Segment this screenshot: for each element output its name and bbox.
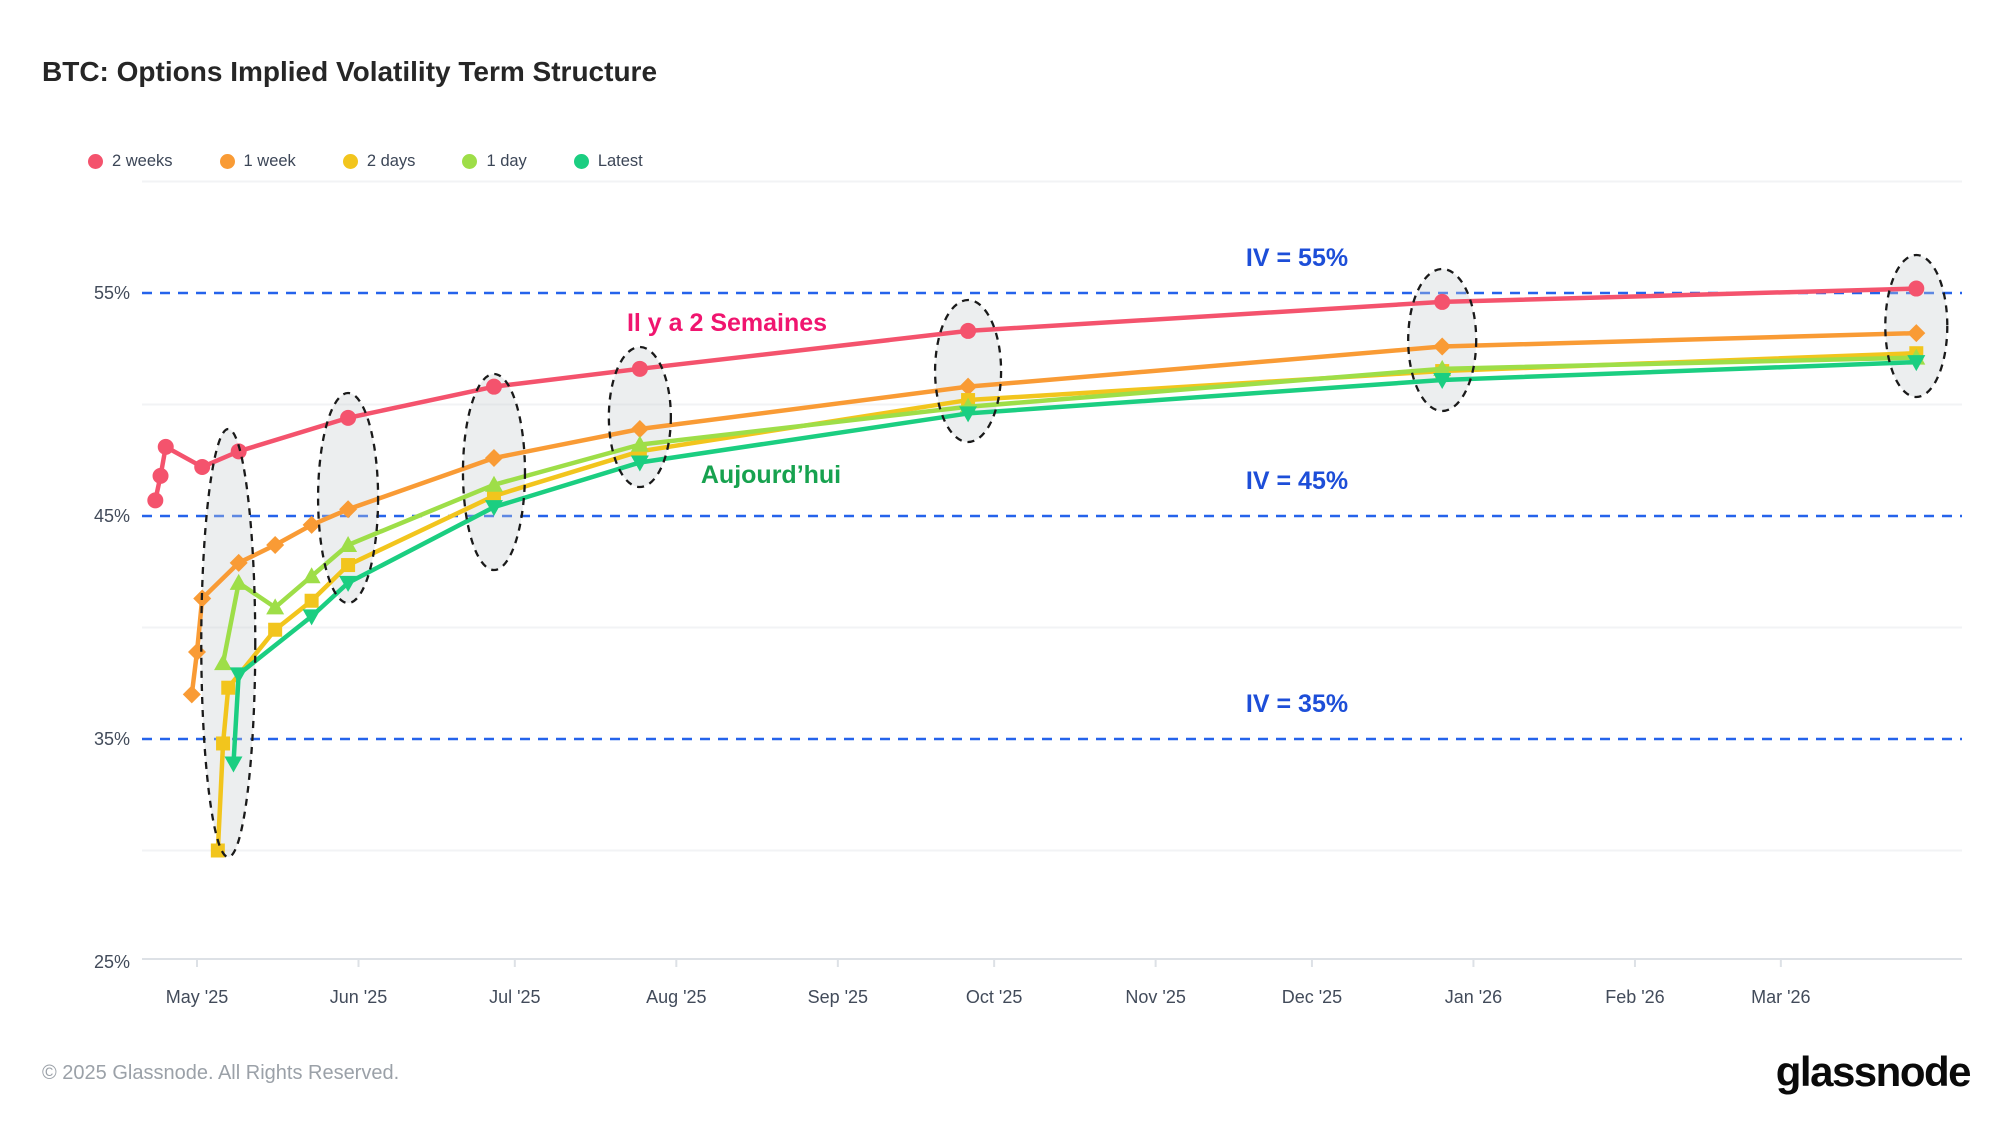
point-marker	[485, 378, 502, 395]
iv-annotation-55: IV = 55%	[1246, 244, 1348, 272]
legend-dot-icon	[88, 154, 103, 169]
x-tick-label-10: Mar '26	[1751, 987, 1810, 1007]
point-marker	[302, 609, 321, 626]
expiry-highlight-fill	[462, 374, 525, 570]
point-marker	[152, 467, 169, 484]
point-marker	[302, 567, 321, 584]
point-marker	[229, 573, 248, 590]
legend-item-1-day[interactable]: 1 day	[462, 152, 527, 171]
point-marker	[339, 500, 358, 519]
point-marker	[224, 756, 243, 773]
legend-label: 2 weeks	[112, 152, 173, 170]
point-marker	[147, 492, 164, 509]
point-marker	[484, 475, 503, 492]
point-marker	[157, 438, 174, 455]
iv-annotation-45: IV = 45%	[1246, 467, 1348, 495]
x-tick-label-6: Nov '25	[1125, 987, 1185, 1007]
point-marker	[484, 449, 503, 468]
point-marker	[1433, 372, 1452, 389]
point-marker	[304, 593, 319, 608]
legend-label: 2 days	[366, 152, 416, 170]
point-marker	[959, 406, 978, 423]
y-tick-label-3: 25%	[94, 952, 130, 972]
glassnode-logo: glassnode	[1775, 1048, 1972, 1095]
legend-item-Latest[interactable]: Latest	[573, 152, 643, 171]
iv-annotation-35: IV = 35%	[1246, 690, 1348, 718]
y-tick-label-2: 35%	[94, 729, 130, 749]
point-marker	[229, 667, 248, 684]
legend: 2 weeks 1 week 2 days 1 day Latest	[88, 152, 643, 171]
point-marker	[631, 360, 648, 377]
point-marker	[630, 420, 649, 439]
expiry-highlight-outline	[316, 391, 380, 605]
expiry-highlight-outline	[1884, 253, 1949, 399]
legend-label: 1 day	[486, 152, 527, 170]
point-marker	[194, 458, 211, 475]
legend-dot-icon	[342, 154, 358, 169]
y-tick-label-0: 55%	[94, 283, 130, 303]
point-marker	[1907, 324, 1926, 343]
y-tick-label-1: 45%	[94, 506, 130, 526]
point-marker	[1907, 355, 1926, 372]
point-marker	[340, 409, 357, 426]
x-tick-label-4: Sep '25	[808, 987, 869, 1007]
point-marker	[221, 680, 236, 695]
legend-label: Latest	[597, 152, 643, 170]
x-tick-label-1: Jun '25	[330, 987, 387, 1007]
page-title: BTC: Options Implied Volatility Term Str…	[42, 56, 658, 87]
x-tick-label-3: Aug '25	[646, 987, 707, 1007]
expiry-highlight-fill	[608, 347, 671, 487]
copyright-text: © 2025 Glassnode. All Rights Reserved.	[42, 1062, 400, 1084]
legend-dot-icon	[573, 154, 589, 169]
point-marker	[341, 558, 356, 573]
x-tick-label-7: Dec '25	[1282, 987, 1342, 1007]
point-marker	[959, 377, 978, 396]
expiry-highlight-outline	[1407, 267, 1478, 413]
legend-item-1-week[interactable]: 1 week	[219, 152, 296, 171]
x-tick-label-9: Feb '26	[1605, 987, 1664, 1007]
point-marker	[229, 553, 248, 572]
point-marker	[302, 515, 321, 534]
point-marker	[960, 322, 977, 339]
series-line-1-day	[220, 355, 1919, 666]
x-tick-label-5: Oct '25	[966, 987, 1022, 1007]
expiry-highlight-outline	[933, 298, 1003, 444]
point-marker	[484, 500, 503, 517]
annotation-two-weeks-ago: Il y a 2 Semaines	[627, 309, 827, 337]
point-marker	[1433, 337, 1452, 356]
legend-item-2-weeks[interactable]: 2 weeks	[88, 152, 173, 171]
x-tick-label-8: Jan '26	[1445, 987, 1502, 1007]
legend-dot-icon	[462, 154, 478, 169]
expiry-highlight-outline	[607, 345, 672, 489]
x-tick-label-0: May '25	[166, 987, 228, 1007]
legend-item-2-days[interactable]: 2 days	[342, 152, 416, 171]
expiry-highlight-outline	[461, 372, 527, 572]
point-marker	[486, 488, 501, 503]
point-marker	[268, 622, 283, 637]
point-marker	[182, 685, 201, 704]
legend-dot-icon	[219, 154, 235, 169]
legend-label: 1 week	[243, 152, 296, 170]
point-marker	[1434, 293, 1451, 310]
point-marker	[266, 535, 285, 554]
x-tick-label-2: Jul '25	[489, 987, 540, 1007]
expiry-highlight-outline	[200, 427, 257, 859]
point-marker	[339, 535, 358, 552]
annotation-today: Aujourd’hui	[701, 461, 841, 489]
expiry-highlight-fill	[318, 393, 379, 603]
point-marker	[1908, 280, 1925, 297]
point-marker	[339, 575, 358, 592]
point-marker	[216, 736, 231, 751]
point-marker	[1433, 359, 1452, 376]
point-marker	[230, 443, 247, 460]
point-marker	[630, 455, 649, 472]
point-marker	[214, 654, 233, 671]
series-line-1-week	[189, 330, 1919, 697]
point-marker	[630, 435, 649, 452]
point-marker	[266, 598, 285, 615]
point-marker	[210, 843, 225, 858]
